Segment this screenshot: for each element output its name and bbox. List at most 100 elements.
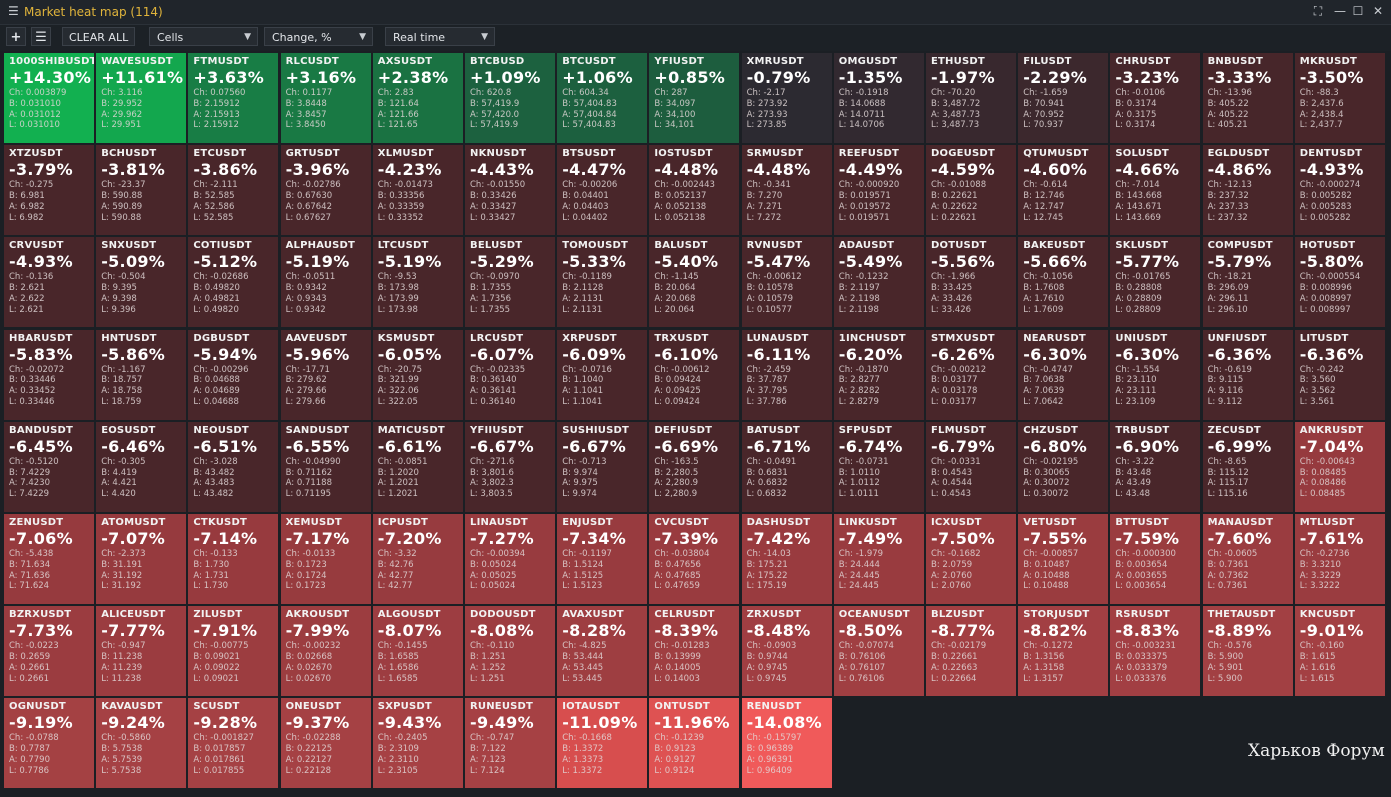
heatmap-cell[interactable]: XMRUSDT -0.79% Ch: -2.17 B: 273.92 A: 273.93…	[741, 53, 832, 143]
heatmap-cell[interactable]: AVAXUSDT -8.28% Ch: -4.825 B: 53.444 A: 53.4…	[557, 606, 648, 697]
heatmap-cell[interactable]: NEOUSDT -6.51% Ch: -3.028 B: 43.482 A: 43.48…	[188, 421, 279, 512]
heatmap-cell[interactable]: 1INCHUSDT -6.20% Ch: -0.1870 B: 2.8277 A: 2.…	[833, 329, 924, 420]
heatmap-cell[interactable]: CELRUSDT -8.39% Ch: -0.01283 B: 0.13999 A: 0…	[649, 606, 740, 697]
heatmap-cell[interactable]: SCUSDT -9.28% Ch: -0.001827 B: 0.017857 A: 0…	[188, 698, 279, 789]
heatmap-cell[interactable]: LUNAUSDT -6.11% Ch: -2.459 B: 37.787 A: 37.7…	[741, 329, 832, 420]
heatmap-cell[interactable]: HNTUSDT -5.86% Ch: -1.167 B: 18.757 A: 18.75…	[96, 329, 187, 420]
heatmap-cell[interactable]: RUNEUSDT -9.49% Ch: -0.747 B: 7.122 A: 7.123…	[465, 698, 555, 789]
metric-select[interactable]: Change, % ▼	[264, 27, 373, 46]
heatmap-cell[interactable]: TRBUSDT -6.90% Ch: -3.22 B: 43.48 A: 43.49 L:…	[1110, 421, 1201, 512]
heatmap-cell[interactable]: OMGUSDT -1.35% Ch: -0.1918 B: 14.0688 A: 14.…	[833, 53, 924, 143]
heatmap-cell[interactable]: DASHUSDT -7.42% Ch: -14.03 B: 175.21 A: 175.…	[741, 514, 832, 604]
heatmap-cell[interactable]: GRTUSDT -3.96% Ch: -0.02786 B: 0.67630 A: 0.…	[280, 145, 371, 236]
heatmap-cell[interactable]: LITUSDT -6.36% Ch: -0.242 B: 3.560 A: 3.562 L…	[1294, 329, 1385, 420]
heatmap-cell[interactable]: FTMUSDT +3.63% Ch: 0.07560 B: 2.15912 A: 2.1…	[188, 53, 279, 143]
heatmap-cell[interactable]: MATICUSDT -6.61% Ch: -0.0851 B: 1.2020 A: 1.…	[372, 421, 463, 512]
heatmap-cell[interactable]: KNCUSDT -9.01% Ch: -0.160 B: 1.615 A: 1.616 L…	[1294, 606, 1385, 697]
heatmap-cell[interactable]: CHZUSDT -6.80% Ch: -0.02195 B: 0.30065 A: 0.…	[1018, 421, 1109, 512]
heatmap-cell[interactable]: ZILUSDT -7.91% Ch: -0.00775 B: 0.09021 A: 0.…	[188, 606, 279, 697]
heatmap-cell[interactable]: XLMUSDT -4.23% Ch: -0.01473 B: 0.33356 A: 0.…	[372, 145, 463, 236]
heatmap-cell[interactable]: EGLDUSDT -4.86% Ch: -12.13 B: 237.32 A: 237.…	[1202, 145, 1293, 236]
heatmap-cell[interactable]: LINKUSDT -7.49% Ch: -1.979 B: 24.444 A: 24.4…	[833, 514, 924, 604]
heatmap-cell[interactable]: TRXUSDT -6.10% Ch: -0.00612 B: 0.09424 A: 0.…	[649, 329, 740, 420]
heatmap-cell[interactable]: NKNUSDT -4.43% Ch: -0.01550 B: 0.33426 A: 0.…	[465, 145, 555, 236]
heatmap-cell[interactable]: YFIUSDT +0.85% Ch: 287 B: 34,097 A: 34,100 L:…	[649, 53, 740, 143]
heatmap-cell[interactable]: DOTUSDT -5.56% Ch: -1.966 B: 33.425 A: 33.42…	[926, 237, 1016, 328]
heatmap-cell[interactable]: SKLUSDT -5.77% Ch: -0.01765 B: 0.28808 A: 0.…	[1110, 237, 1201, 328]
heatmap-cell[interactable]: BAKEUSDT -5.66% Ch: -0.1056 B: 1.7608 A: 1.7…	[1018, 237, 1109, 328]
heatmap-cell[interactable]: MANAUSDT -7.60% Ch: -0.0605 B: 0.7361 A: 0.7…	[1202, 514, 1293, 604]
heatmap-cell[interactable]: CVCUSDT -7.39% Ch: -0.03804 B: 0.47656 A: 0.…	[649, 514, 740, 604]
heatmap-cell[interactable]: IOSTUSDT -4.48% Ch: -0.002443 B: 0.052137 A:…	[649, 145, 740, 236]
heatmap-cell[interactable]: SANDUSDT -6.55% Ch: -0.04990 B: 0.71162 A: 0…	[280, 421, 371, 512]
heatmap-cell[interactable]: CRVUSDT -4.93% Ch: -0.136 B: 2.621 A: 2.622 L…	[4, 237, 94, 328]
clear-all-button[interactable]: CLEAR ALL	[62, 27, 136, 46]
heatmap-cell[interactable]: AKROUSDT -7.99% Ch: -0.00232 B: 0.02668 A: 0…	[280, 606, 371, 697]
heatmap-cell[interactable]: EOSUSDT -6.46% Ch: -0.305 B: 4.419 A: 4.421 L…	[96, 421, 187, 512]
heatmap-cell[interactable]: BTCBUSD +1.09% Ch: 620.8 B: 57,419.9 A: 57,4…	[465, 53, 555, 143]
heatmap-cell[interactable]: COMPUSDT -5.79% Ch: -18.21 B: 296.09 A: 296.…	[1202, 237, 1293, 328]
heatmap-cell[interactable]: ETHUSDT -1.97% Ch: -70.20 B: 3,487.72 A: 3,4…	[926, 53, 1016, 143]
heatmap-cell[interactable]: DEFIUSDT -6.69% Ch: -163.5 B: 2,280.5 A: 2,2…	[649, 421, 740, 512]
heatmap-cell[interactable]: ICPUSDT -7.20% Ch: -3.32 B: 42.76 A: 42.77 L:…	[372, 514, 463, 604]
menu-icon[interactable]: ☰	[8, 4, 19, 18]
heatmap-cell[interactable]: DOGEUSDT -4.59% Ch: -0.01088 B: 0.22621 A: 0…	[926, 145, 1016, 236]
heatmap-cell[interactable]: SXPUSDT -9.43% Ch: -0.2405 B: 2.3109 A: 2.31…	[372, 698, 463, 789]
list-view-button[interactable]: ☰	[31, 27, 51, 46]
heatmap-cell[interactable]: SUSHIUSDT -6.67% Ch: -0.713 B: 9.974 A: 9.97…	[557, 421, 648, 512]
update-mode-select[interactable]: Real time ▼	[385, 27, 495, 46]
heatmap-cell[interactable]: BNBUSDT -3.33% Ch: -13.96 B: 405.22 A: 405.2…	[1202, 53, 1293, 143]
heatmap-cell[interactable]: KAVAUSDT -9.24% Ch: -0.5860 B: 5.7538 A: 5.7…	[96, 698, 187, 789]
heatmap-cell[interactable]: STMXUSDT -6.26% Ch: -0.00212 B: 0.03177 A: 0…	[926, 329, 1016, 420]
heatmap-cell[interactable]: RLCUSDT +3.16% Ch: 0.1177 B: 3.8448 A: 3.845…	[280, 53, 371, 143]
heatmap-cell[interactable]: BLZUSDT -8.77% Ch: -0.02179 B: 0.22661 A: 0.…	[926, 606, 1016, 697]
expand-icon[interactable]: ⛶	[1313, 4, 1323, 18]
heatmap-cell[interactable]: BELUSDT -5.29% Ch: -0.0970 B: 1.7355 A: 1.73…	[465, 237, 555, 328]
heatmap-cell[interactable]: MTLUSDT -7.61% Ch: -0.2736 B: 3.3210 A: 3.32…	[1294, 514, 1385, 604]
heatmap-cell[interactable]: LTCUSDT -5.19% Ch: -9.53 B: 173.98 A: 173.99…	[372, 237, 463, 328]
heatmap-cell[interactable]: UNIUSDT -6.30% Ch: -1.554 B: 23.110 A: 23.11…	[1110, 329, 1201, 420]
add-button[interactable]: +	[6, 27, 26, 46]
heatmap-cell[interactable]: BATUSDT -6.71% Ch: -0.0491 B: 0.6831 A: 0.68…	[741, 421, 832, 512]
heatmap-cell[interactable]: XRPUSDT -6.09% Ch: -0.0716 B: 1.1040 A: 1.10…	[557, 329, 648, 420]
heatmap-cell[interactable]: HBARUSDT -5.83% Ch: -0.02072 B: 0.33446 A: 0…	[4, 329, 94, 420]
heatmap-cell[interactable]: ANKRUSDT -7.04% Ch: -0.00643 B: 0.08485 A: 0…	[1294, 421, 1385, 512]
close-icon[interactable]: ✕	[1372, 4, 1384, 18]
heatmap-cell[interactable]: DODOUSDT -8.08% Ch: -0.110 B: 1.251 A: 1.252…	[465, 606, 555, 697]
heatmap-cell[interactable]: ONEUSDT -9.37% Ch: -0.02288 B: 0.22125 A: 0.…	[280, 698, 371, 789]
view-mode-select[interactable]: Cells ▼	[149, 27, 258, 46]
heatmap-cell[interactable]: BCHUSDT -3.81% Ch: -23.37 B: 590.88 A: 590.8…	[96, 145, 187, 236]
heatmap-cell[interactable]: YFIIUSDT -6.67% Ch: -271.6 B: 3,801.6 A: 3,8…	[465, 421, 555, 512]
heatmap-cell[interactable]: BTTUSDT -7.59% Ch: -0.000300 B: 0.003654 A: …	[1110, 514, 1201, 604]
heatmap-cell[interactable]: REEFUSDT -4.49% Ch: -0.000920 B: 0.019571 A:…	[833, 145, 924, 236]
heatmap-cell[interactable]: WAVESUSDT +11.61% Ch: 3.116 B: 29.952 A: 29.…	[96, 53, 187, 143]
heatmap-cell[interactable]: XEMUSDT -7.17% Ch: -0.0133 B: 0.1723 A: 0.17…	[280, 514, 371, 604]
heatmap-cell[interactable]: OGNUSDT -9.19% Ch: -0.0788 B: 0.7787 A: 0.77…	[4, 698, 94, 789]
heatmap-cell[interactable]: COTIUSDT -5.12% Ch: -0.02686 B: 0.49820 A: 0…	[188, 237, 279, 328]
heatmap-cell[interactable]: LRCUSDT -6.07% Ch: -0.02335 B: 0.36140 A: 0.…	[465, 329, 555, 420]
maximize-icon[interactable]: ☐	[1352, 4, 1364, 18]
heatmap-cell[interactable]: SOLUSDT -4.66% Ch: -7.014 B: 143.668 A: 143.…	[1110, 145, 1201, 236]
heatmap-cell[interactable]: FILUSDT -2.29% Ch: -1.659 B: 70.941 A: 70.95…	[1018, 53, 1109, 143]
heatmap-cell[interactable]: AXSUSDT +2.38% Ch: 2.83 B: 121.64 A: 121.66 L…	[372, 53, 463, 143]
heatmap-cell[interactable]: BALUSDT -5.40% Ch: -1.145 B: 20.064 A: 20.06…	[649, 237, 740, 328]
heatmap-cell[interactable]: SRMUSDT -4.48% Ch: -0.341 B: 7.270 A: 7.271 L…	[741, 145, 832, 236]
heatmap-cell[interactable]: ATOMUSDT -7.07% Ch: -2.373 B: 31.191 A: 31.1…	[96, 514, 187, 604]
heatmap-cell[interactable]: SFPUSDT -6.74% Ch: -0.0731 B: 1.0110 A: 1.01…	[833, 421, 924, 512]
heatmap-cell[interactable]: XTZUSDT -3.79% Ch: -0.275 B: 6.981 A: 6.982 L…	[4, 145, 94, 236]
heatmap-cell[interactable]: ENJUSDT -7.34% Ch: -0.1197 B: 1.5124 A: 1.51…	[557, 514, 648, 604]
heatmap-cell[interactable]: CTKUSDT -7.14% Ch: -0.133 B: 1.730 A: 1.731 L…	[188, 514, 279, 604]
heatmap-cell[interactable]: QTUMUSDT -4.60% Ch: -0.614 B: 12.746 A: 12.7…	[1018, 145, 1109, 236]
heatmap-cell[interactable]: STORJUSDT -8.82% Ch: -0.1272 B: 1.3156 A: 1.…	[1018, 606, 1109, 697]
heatmap-cell[interactable]: ALGOUSDT -8.07% Ch: -0.1455 B: 1.6585 A: 1.6…	[372, 606, 463, 697]
heatmap-cell[interactable]: ETCUSDT -3.86% Ch: -2.111 B: 52.585 A: 52.58…	[188, 145, 279, 236]
heatmap-cell[interactable]: ZENUSDT -7.06% Ch: -5.438 B: 71.634 A: 71.63…	[4, 514, 94, 604]
heatmap-cell[interactable]: BTSUSDT -4.47% Ch: -0.00206 B: 0.04401 A: 0.…	[557, 145, 648, 236]
heatmap-cell[interactable]: TOMOUSDT -5.33% Ch: -0.1189 B: 2.1128 A: 2.1…	[557, 237, 648, 328]
heatmap-cell[interactable]: BTCUSDT +1.06% Ch: 604.34 B: 57,404.83 A: 57…	[557, 53, 648, 143]
heatmap-cell[interactable]: BANDUSDT -6.45% Ch: -0.5120 B: 7.4229 A: 7.4…	[4, 421, 94, 512]
heatmap-cell[interactable]: OCEANUSDT -8.50% Ch: -0.07074 B: 0.76106 A: …	[833, 606, 924, 697]
heatmap-cell[interactable]: IOTAUSDT -11.09% Ch: -0.1668 B: 1.3372 A: 1.…	[557, 698, 648, 789]
heatmap-cell[interactable]: BZRXUSDT -7.73% Ch: -0.0223 B: 0.2659 A: 0.2…	[4, 606, 94, 697]
heatmap-cell[interactable]: SNXUSDT -5.09% Ch: -0.504 B: 9.395 A: 9.398 L…	[96, 237, 187, 328]
